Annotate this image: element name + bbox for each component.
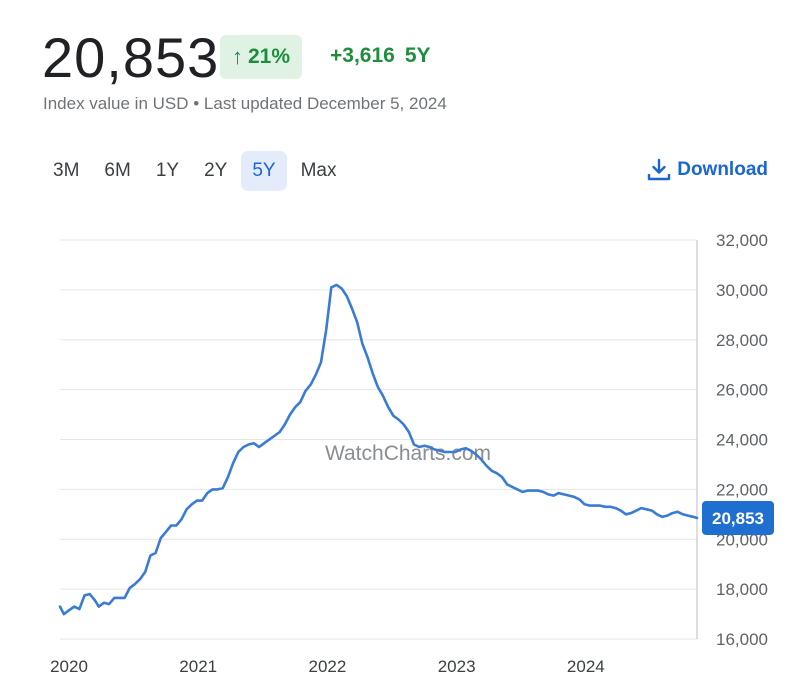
range-button-2y[interactable]: 2Y (204, 160, 228, 181)
y-tick-label: 18,000 (716, 580, 768, 599)
chart-y-ticks: 16,000 18,000 20,000 22,000 24,000 26,000 28,0… (716, 231, 768, 649)
last-value-tag: 20,853 (702, 500, 774, 535)
chart-x-ticks: 2020 2021 2022 2023 2024 (50, 657, 605, 676)
chart-gridlines (60, 239, 698, 640)
index-subtitle: Index value in USD • Last updated Decemb… (43, 94, 447, 113)
range-button-1y[interactable]: 1Y (155, 160, 180, 181)
x-tick-label: 2023 (438, 657, 476, 676)
download-icon (648, 158, 671, 181)
range-button-max[interactable]: Max (300, 160, 337, 181)
range-button-6m[interactable]: 6M (104, 160, 131, 181)
y-tick-label: 30,000 (716, 281, 768, 300)
x-tick-label: 2024 (567, 657, 605, 676)
y-tick-label: 28,000 (716, 331, 768, 350)
y-tick-label: 22,000 (716, 480, 768, 499)
y-tick-label: 16,000 (716, 630, 768, 649)
x-tick-label: 2022 (309, 657, 347, 676)
download-button[interactable]: Download (647, 158, 768, 182)
up-arrow-icon: ↑ (232, 44, 243, 69)
last-value-tag-background (702, 500, 774, 535)
index-value: 20,853 (42, 26, 220, 89)
range-button-3m[interactable]: 3M (53, 160, 80, 181)
range-button-5y[interactable]: 5Y (241, 151, 287, 191)
time-range-selector: 3M 6M 1Y 2Y 5Y Max (42, 151, 350, 191)
x-tick-label: 2021 (179, 657, 217, 676)
percent-change-value: 21% (248, 45, 291, 68)
absolute-change: +3,616 5Y (330, 44, 431, 68)
download-label: Download (677, 159, 768, 180)
y-tick-label: 20,000 (716, 530, 768, 549)
y-tick-label: 24,000 (716, 431, 768, 450)
change-period: 5Y (404, 44, 431, 67)
series-line-index[interactable] (58, 283, 699, 616)
y-tick-label: 32,000 (716, 231, 768, 250)
last-value-label: 20,853 (712, 509, 764, 528)
percent-change-badge: ↑ 21% (220, 35, 303, 79)
y-tick-label: 26,000 (716, 381, 768, 400)
absolute-change-value: +3,616 (330, 44, 395, 67)
x-tick-label: 2020 (50, 657, 88, 676)
chart-watermark: WatchCharts.com (325, 442, 491, 465)
